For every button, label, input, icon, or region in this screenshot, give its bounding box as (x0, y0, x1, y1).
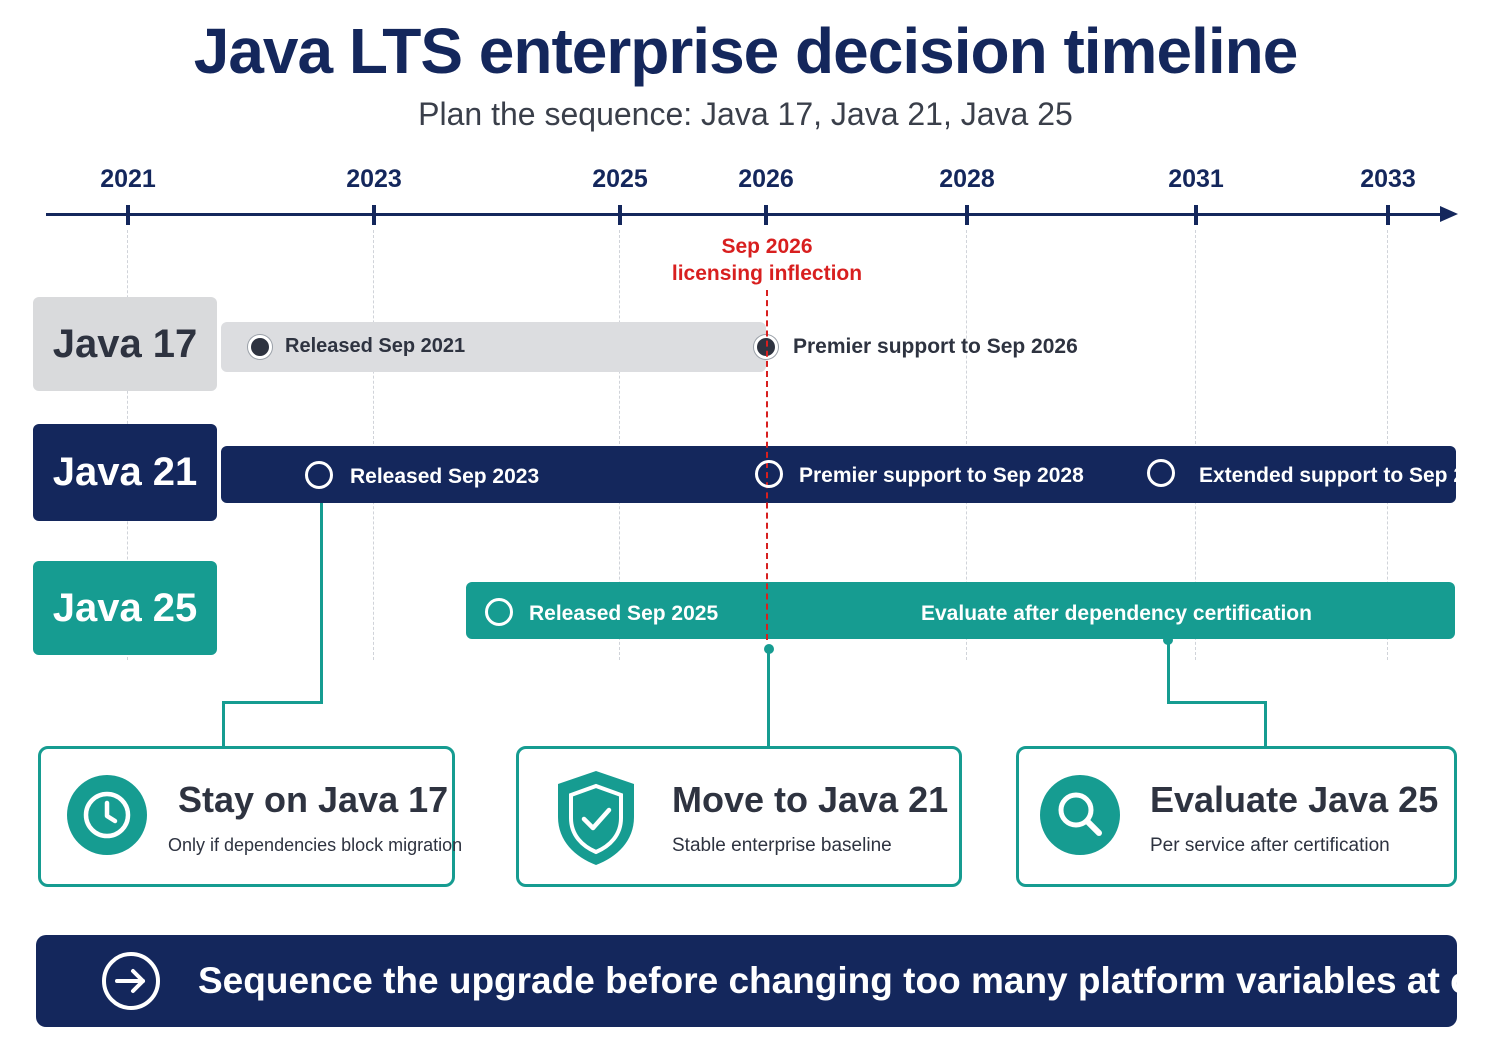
milestone-ring (1147, 459, 1175, 487)
row-label-java17: Java 17 (33, 297, 217, 391)
java21-released-label: Released Sep 2023 (350, 465, 540, 488)
axis-tick (1386, 205, 1390, 225)
connector (1264, 701, 1267, 747)
milestone-ring (485, 598, 513, 626)
decision-card-move: Move to Java 21 Stable enterprise baseli… (516, 746, 962, 887)
card-title: Move to Java 21 (672, 779, 949, 820)
axis-line (46, 213, 1446, 216)
year-label: 2028 (939, 165, 995, 193)
card-subtitle: Only if dependencies block migration (168, 835, 463, 855)
clock-icon (67, 775, 147, 855)
milestone-dot (248, 335, 272, 359)
gridline (619, 230, 620, 660)
connector (222, 701, 225, 747)
banner-text: Sequence the upgrade before changing too… (198, 960, 1491, 1001)
java21-extended-label: Extended support to Sep 2031 (1199, 464, 1491, 487)
card-title: Stay on Java 17 (178, 779, 449, 820)
page-subtitle: Plan the sequence: Java 17, Java 21, Jav… (418, 96, 1073, 132)
connector (1167, 701, 1267, 704)
java17-premier-label: Premier support to Sep 2026 (793, 335, 1078, 358)
year-label: 2021 (100, 165, 156, 193)
java21-bar (221, 446, 1456, 503)
milestone-ring (755, 460, 783, 488)
year-label: 2023 (346, 165, 402, 193)
gridline (373, 230, 374, 660)
card-subtitle: Stable enterprise baseline (672, 835, 892, 856)
axis-tick (764, 205, 768, 225)
card-title: Evaluate Java 25 (1150, 779, 1439, 820)
inflection-date: Sep 2026 (721, 235, 813, 258)
page-title: Java LTS enterprise decision timeline (193, 15, 1299, 87)
row-label-java21: Java 21 (33, 424, 217, 521)
arrow-right-circle-icon (102, 952, 160, 1010)
java25-note-label: Evaluate after dependency certification (921, 602, 1312, 625)
connector (767, 650, 770, 747)
summary-banner: Sequence the upgrade before changing too… (36, 935, 1491, 1027)
axis-tick (618, 205, 622, 225)
search-icon (1040, 775, 1120, 855)
shield-check-icon (558, 771, 634, 865)
year-label: 2026 (738, 165, 794, 193)
decision-card-evaluate: Evaluate Java 25 Per service after certi… (1016, 746, 1457, 887)
connector (222, 701, 323, 704)
inflection-text: licensing inflection (671, 262, 863, 285)
decision-card-stay: Stay on Java 17 Only if dependencies blo… (38, 746, 462, 887)
gridline (1387, 230, 1388, 660)
java17-bar (221, 322, 766, 372)
axis-tick (1194, 205, 1198, 225)
gridline (966, 230, 967, 660)
java25-released-label: Released Sep 2025 (529, 602, 719, 625)
row-label-java25: Java 25 (33, 561, 217, 655)
inflection-label: Sep 2026 licensing inflection (667, 233, 867, 287)
year-label: 2033 (1360, 165, 1416, 193)
java25-bar (466, 582, 1455, 639)
axis-tick (372, 205, 376, 225)
connector-dot (764, 644, 774, 654)
axis-arrow-icon (1440, 206, 1458, 222)
milestone-ring (305, 461, 333, 489)
java21-premier-label: Premier support to Sep 2028 (799, 464, 1084, 487)
axis-tick (965, 205, 969, 225)
year-label: 2025 (592, 165, 648, 193)
connector (1167, 640, 1170, 703)
gridline (1195, 230, 1196, 660)
year-label: 2031 (1168, 165, 1224, 193)
connector (320, 503, 323, 703)
axis-tick (126, 205, 130, 225)
card-subtitle: Per service after certification (1150, 835, 1390, 856)
java17-released-label: Released Sep 2021 (285, 335, 466, 357)
